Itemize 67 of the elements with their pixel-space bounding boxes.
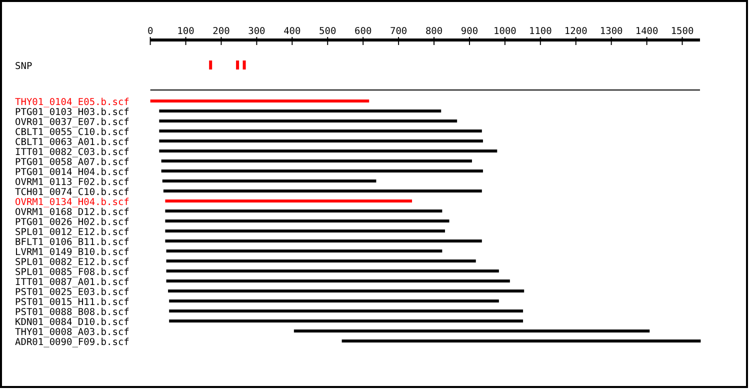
bar xyxy=(165,240,482,242)
x-tick-label: 1000 xyxy=(494,26,517,37)
y-tick-label: KDN01_0084_D10.b.scf xyxy=(15,317,130,328)
bar xyxy=(165,210,442,212)
x-tick-label: 500 xyxy=(319,26,336,37)
y-tick-label: CBLT1_0055_C10.b.scf xyxy=(15,127,130,138)
y-tick-label: SPL01_0082_E12.b.scf xyxy=(15,257,130,268)
bar xyxy=(162,180,376,182)
y-tick-label: PTG01_0058_A07.b.scf xyxy=(15,157,130,168)
y-tick-label: PST01_0015_H11.b.scf xyxy=(15,297,130,308)
y-tick-label: ITT01_0082_C03.b.scf xyxy=(15,147,130,158)
y-tick-label: ITT01_0087_A01.b.scf xyxy=(15,277,130,288)
x-tick-label: 100 xyxy=(177,26,195,37)
x-tick-label: 1200 xyxy=(564,26,588,37)
bar xyxy=(168,290,524,292)
bar xyxy=(166,280,510,282)
y-tick-label: BFLT1_0106_B11.b.scf xyxy=(15,237,130,248)
y-tick-label: PST01_0025_E03.b.scf xyxy=(15,287,130,298)
y-tick-label: CBLT1_0063_A01.b.scf xyxy=(15,137,130,148)
x-tick-label: 300 xyxy=(248,26,266,37)
bar xyxy=(166,260,476,262)
x-tick-label: 200 xyxy=(212,26,230,37)
y-tick-label: OVRM1_0168_D12.b.scf xyxy=(15,207,130,218)
y-tick-label: PST01_0088_B08.b.scf xyxy=(15,307,130,318)
x-tick-label: 1300 xyxy=(600,26,624,37)
bar xyxy=(150,100,370,102)
bar xyxy=(342,340,701,342)
x-tick-label: 800 xyxy=(425,26,443,37)
bar xyxy=(169,310,524,312)
x-tick-label: 400 xyxy=(284,26,302,37)
y-tick-label: SNP xyxy=(15,61,32,72)
x-tick-label: 600 xyxy=(354,26,372,37)
bar xyxy=(165,230,446,232)
y-tick-label: SPL01_0012_E12.b.scf xyxy=(15,227,130,238)
y-tick-label: OVRM1_0134_H04.b.scf xyxy=(15,197,130,208)
y-tick-label: SPL01_0085_F08.b.scf xyxy=(15,267,130,278)
bar xyxy=(165,220,450,222)
y-tick-label: LVRM1_0149_B10.b.scf xyxy=(15,247,130,258)
bar xyxy=(159,140,483,142)
bar xyxy=(159,110,442,112)
bar xyxy=(166,270,499,272)
y-tick-label: PTG01_0103_H03.b.scf xyxy=(15,107,130,118)
y-tick-label: THY01_0104_E05.b.scf xyxy=(15,97,130,108)
y-tick-label: TCH01_0074_C10.b.scf xyxy=(15,187,130,198)
x-tick-label: 1500 xyxy=(670,26,694,37)
bar xyxy=(159,150,498,152)
x-tick-label: 0 xyxy=(147,26,154,37)
y-tick-label: ADR01_0090_F09.b.scf xyxy=(15,337,130,348)
bar xyxy=(159,130,482,132)
y-tick-label: PTG01_0014_H04.b.scf xyxy=(15,167,130,178)
bar xyxy=(163,190,482,192)
x-tick-label: 700 xyxy=(390,26,408,37)
x-tick-label: 1100 xyxy=(528,26,552,37)
bar xyxy=(166,250,442,252)
y-tick-label: THY01_0008_A03.b.scf xyxy=(15,327,130,338)
bar xyxy=(165,200,412,202)
x-tick-label: 900 xyxy=(460,26,478,37)
y-tick-label: OVR01_0037_E07.b.scf xyxy=(15,117,130,128)
bar xyxy=(169,320,524,322)
y-tick-label: OVRM1_0113_F02.b.scf xyxy=(15,177,130,188)
bar xyxy=(169,300,499,302)
bar xyxy=(159,120,458,122)
y-tick-label: PTG01_0026_H02.b.scf xyxy=(15,217,130,228)
bar xyxy=(294,330,650,332)
x-tick-label: 1400 xyxy=(635,26,659,37)
bar xyxy=(161,170,483,172)
bar xyxy=(161,160,472,162)
